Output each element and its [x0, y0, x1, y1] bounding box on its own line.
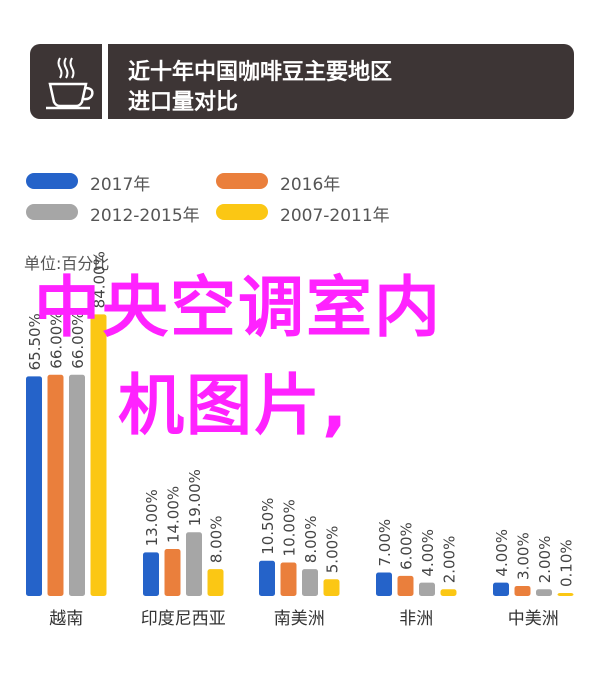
bar-2-1: [280, 562, 297, 596]
legend-label-2016: 2016年: [280, 175, 341, 195]
data-label-0-2: 66.00%: [69, 312, 87, 369]
legend-label-2012-2015: 2012-2015年: [90, 206, 200, 226]
overlay-text-line2: 机图片,: [118, 367, 350, 444]
coffee-cup-icon: [30, 44, 102, 119]
data-label-2-0: 10.50%: [259, 498, 277, 555]
bar-4-2: [536, 589, 552, 596]
chart-header: 近十年中国咖啡豆主要地区 进口量对比: [30, 44, 574, 119]
data-label-0-0: 65.50%: [26, 313, 44, 370]
data-label-4-1: 3.00%: [515, 532, 533, 580]
data-label-0-1: 66.00%: [48, 312, 66, 369]
title-box: 近十年中国咖啡豆主要地区 进口量对比: [108, 44, 574, 119]
legend-label-2007-2011: 2007-2011年: [280, 206, 390, 226]
legend-label-2017: 2017年: [90, 175, 151, 195]
bar-1-0: [143, 552, 159, 596]
data-label-4-3: 0.10%: [558, 539, 576, 587]
data-label-1-1: 14.00%: [165, 486, 183, 543]
bar-4-0: [493, 582, 509, 596]
bar-0-2: [69, 374, 85, 596]
overlay-text-line1: 中央空调室内: [34, 269, 442, 346]
bar-0-0: [26, 376, 42, 596]
data-label-1-2: 19.00%: [186, 469, 204, 526]
bar-1-3: [207, 569, 224, 596]
bar-2-2: [302, 569, 318, 596]
data-label-2-3: 5.00%: [324, 526, 342, 574]
data-label-4-2: 2.00%: [536, 536, 554, 584]
legend-swatch-2012-2015: [26, 204, 78, 220]
bar-3-3: [440, 589, 457, 596]
bar-0-1: [47, 374, 64, 596]
legend-swatch-2007-2011: [216, 204, 268, 220]
category-label-1: 印度尼西亚: [141, 609, 226, 629]
chart-title-line2: 进口量对比: [128, 90, 239, 115]
data-label-3-2: 4.00%: [419, 529, 437, 577]
data-label-2-1: 10.00%: [281, 499, 299, 556]
bar-4-1: [514, 585, 531, 596]
bar-3-0: [376, 572, 392, 596]
data-label-4-0: 4.00%: [493, 529, 511, 577]
bar-2-3: [323, 579, 340, 596]
bar-3-2: [419, 582, 435, 596]
category-label-4: 中美洲: [508, 609, 559, 629]
data-label-2-2: 8.00%: [302, 516, 320, 564]
data-label-3-1: 6.00%: [398, 522, 416, 570]
bar-2-0: [259, 560, 275, 596]
category-label-0: 越南: [49, 609, 83, 629]
category-label-2: 南美洲: [274, 609, 325, 629]
bar-3-1: [397, 575, 414, 596]
chart-title-line1: 近十年中国咖啡豆主要地区: [128, 60, 393, 85]
bar-4-3: [557, 593, 574, 596]
data-label-0-3: 84.00%: [91, 251, 109, 308]
category-label-3: 非洲: [399, 609, 433, 629]
data-label-3-0: 7.00%: [376, 519, 394, 567]
bar-0-3: [90, 314, 107, 596]
data-label-1-0: 13.00%: [143, 489, 161, 546]
bar-1-2: [186, 532, 202, 596]
data-label-1-3: 8.00%: [208, 516, 226, 564]
legend-swatch-2017: [26, 173, 78, 189]
legend-swatch-2016: [216, 173, 268, 189]
bar-1-1: [164, 549, 181, 596]
data-label-3-3: 2.00%: [441, 536, 459, 584]
unit-label: 单位:百分比: [24, 254, 110, 273]
